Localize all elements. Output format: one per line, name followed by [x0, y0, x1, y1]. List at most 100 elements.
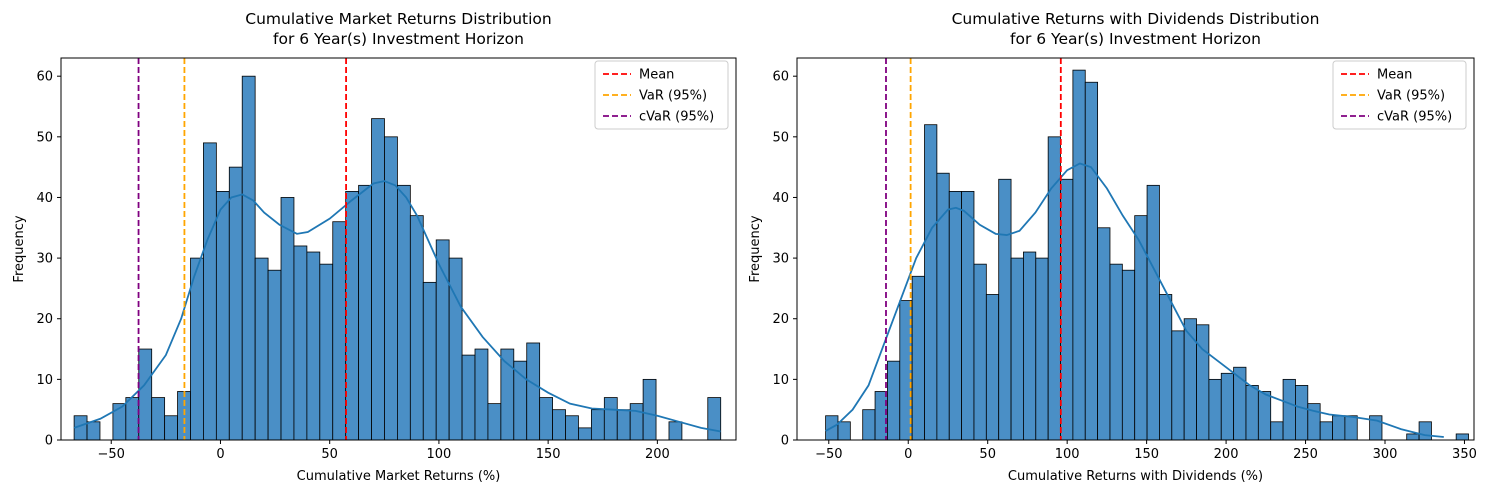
- histogram-bar: [642, 378, 657, 441]
- chart-title-line: Cumulative Returns with Dividends Distri…: [952, 10, 1320, 28]
- histogram-bar: [985, 294, 1000, 441]
- histogram-bar: [526, 342, 541, 441]
- histogram-bar: [948, 190, 963, 441]
- y-tick-label: 60: [772, 70, 789, 85]
- histogram-bar: [474, 348, 489, 441]
- histogram-bar: [86, 421, 101, 441]
- histogram-bar: [707, 397, 722, 441]
- legend-box: [594, 60, 729, 130]
- histogram-bar: [1344, 415, 1358, 441]
- histogram-bar: [552, 409, 566, 441]
- histogram-bar: [1121, 269, 1136, 441]
- kde-line: [825, 162, 1444, 438]
- histogram-bar: [1060, 178, 1074, 441]
- histogram-bar: [603, 397, 618, 441]
- histogram-bar: [629, 403, 644, 441]
- histogram-bar: [565, 415, 579, 441]
- histogram-bar: [448, 257, 463, 441]
- histogram-bar: [590, 409, 605, 441]
- histogram-bar: [1134, 215, 1148, 441]
- histogram-bar: [668, 421, 683, 441]
- x-tick-label: −50: [815, 447, 842, 462]
- histogram-bar: [616, 409, 631, 441]
- x-tick-label: 100: [1055, 447, 1080, 462]
- histogram-bar: [203, 142, 217, 441]
- histogram-bar: [1035, 257, 1049, 441]
- histogram-bar: [1406, 433, 1420, 441]
- histogram-bar: [911, 275, 925, 441]
- y-tick-label: 10: [772, 373, 789, 388]
- x-tick-label: 350: [1452, 447, 1477, 462]
- y-tick-label: 40: [772, 191, 789, 206]
- histogram-bar: [422, 281, 437, 441]
- histogram-bar: [998, 178, 1012, 441]
- histogram-bar: [293, 245, 308, 441]
- histogram-bar: [345, 190, 360, 441]
- legend-label: Mean: [639, 68, 674, 83]
- x-tick-label: 200: [645, 447, 670, 462]
- histogram-bar: [371, 118, 385, 441]
- histogram-bar: [138, 348, 153, 441]
- legend-label: VaR (95%): [1377, 89, 1445, 104]
- histogram-bar: [924, 124, 938, 441]
- x-tick-label: 250: [1293, 447, 1318, 462]
- histogram-bar: [1097, 227, 1111, 441]
- histogram-bar: [837, 421, 851, 441]
- histogram-bar: [164, 415, 178, 441]
- histogram-bar: [190, 257, 204, 441]
- legend-label: VaR (95%): [639, 89, 707, 104]
- histogram-bar: [1332, 415, 1346, 441]
- histogram-bar: [241, 75, 256, 441]
- y-tick-label: 30: [36, 252, 53, 267]
- histogram-bar: [487, 403, 502, 441]
- y-tick-label: 10: [36, 373, 53, 388]
- y-tick-label: 20: [36, 312, 53, 327]
- histogram-bar: [1245, 385, 1259, 441]
- histogram-bar: [578, 427, 592, 441]
- histogram-bar: [397, 184, 411, 441]
- histogram-bar: [125, 397, 140, 441]
- histogram-bar: [1220, 372, 1235, 441]
- y-tick-label: 30: [772, 252, 789, 267]
- x-tick-label: 150: [1134, 447, 1159, 462]
- x-tick-label: 50: [979, 447, 996, 462]
- chart-title-line: Cumulative Market Returns Distribution: [245, 10, 551, 28]
- histogram-bar: [887, 360, 901, 441]
- y-tick-label: 20: [772, 312, 789, 327]
- axes-frame: [796, 57, 1475, 441]
- y-tick-label: 0: [781, 434, 789, 449]
- histogram-bar: [1257, 391, 1272, 441]
- histogram-bar: [215, 190, 230, 441]
- histogram-bar: [1146, 184, 1160, 441]
- histogram-bar: [936, 172, 950, 441]
- histogram-bar: [267, 269, 282, 441]
- histogram-bar: [1159, 294, 1173, 441]
- histogram-bar: [228, 166, 243, 441]
- histogram-bar: [151, 397, 166, 441]
- legend-label: cVaR (95%): [1377, 110, 1452, 125]
- histogram-bar: [1047, 136, 1061, 441]
- histogram-bar: [539, 397, 553, 441]
- chart-title-line: for 6 Year(s) Investment Horizon: [1010, 30, 1261, 48]
- kde-line: [73, 180, 721, 433]
- histogram-bar: [332, 221, 347, 441]
- x-tick-label: 100: [426, 447, 451, 462]
- x-axis-label: Cumulative Returns with Dividends (%): [1008, 469, 1263, 484]
- x-tick-label: −50: [98, 447, 125, 462]
- histogram-bar: [306, 251, 321, 441]
- x-tick-label: 300: [1373, 447, 1398, 462]
- histogram-bar: [862, 409, 876, 441]
- histogram-bar: [961, 190, 975, 441]
- x-tick-label: 0: [904, 447, 912, 462]
- histogram-bar: [973, 263, 987, 441]
- histogram-bar: [1319, 421, 1333, 441]
- histogram-bar: [513, 360, 528, 441]
- histogram-bar: [1072, 69, 1086, 441]
- histogram-bar: [254, 257, 269, 441]
- histogram-bar: [1183, 318, 1197, 441]
- x-tick-label: 0: [216, 447, 224, 462]
- legend-label: cVaR (95%): [639, 110, 714, 125]
- x-tick-label: 200: [1214, 447, 1239, 462]
- x-tick-label: 50: [321, 447, 338, 462]
